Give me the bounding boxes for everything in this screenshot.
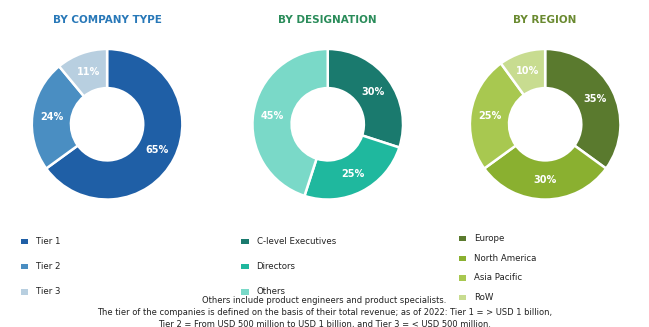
Wedge shape — [304, 135, 399, 199]
Title: BY DESIGNATION: BY DESIGNATION — [278, 15, 377, 25]
Text: Directors: Directors — [256, 262, 295, 271]
FancyBboxPatch shape — [241, 289, 249, 295]
FancyBboxPatch shape — [459, 236, 467, 241]
Text: C-level Executives: C-level Executives — [256, 237, 336, 246]
Text: Others include product engineers and product specialists.: Others include product engineers and pro… — [202, 296, 447, 305]
Text: Tier 1: Tier 1 — [36, 237, 60, 246]
Title: BY REGION: BY REGION — [513, 15, 577, 25]
Text: Asia Pacific: Asia Pacific — [474, 273, 522, 283]
Text: North America: North America — [474, 254, 536, 263]
FancyBboxPatch shape — [459, 275, 467, 281]
Wedge shape — [501, 49, 545, 95]
Text: Tier 3: Tier 3 — [36, 287, 60, 297]
FancyBboxPatch shape — [21, 264, 29, 269]
Wedge shape — [252, 49, 328, 196]
Text: Europe: Europe — [474, 234, 504, 243]
Text: 24%: 24% — [40, 112, 64, 122]
Text: 25%: 25% — [478, 111, 502, 121]
Text: 65%: 65% — [145, 145, 168, 155]
Text: Tier 2: Tier 2 — [36, 262, 60, 271]
Wedge shape — [545, 49, 620, 168]
Wedge shape — [328, 49, 403, 147]
Wedge shape — [59, 49, 107, 96]
FancyBboxPatch shape — [459, 295, 467, 300]
Wedge shape — [32, 66, 84, 168]
Wedge shape — [470, 63, 524, 168]
Text: 30%: 30% — [361, 87, 384, 96]
Text: RoW: RoW — [474, 293, 493, 302]
FancyBboxPatch shape — [241, 264, 249, 269]
FancyBboxPatch shape — [241, 239, 249, 244]
Text: 10%: 10% — [517, 66, 539, 76]
Text: 45%: 45% — [261, 111, 284, 121]
Text: Tier 2 = From USD 500 million to USD 1 billion, and Tier 3 = < USD 500 million.: Tier 2 = From USD 500 million to USD 1 b… — [158, 320, 491, 327]
FancyBboxPatch shape — [459, 256, 467, 261]
Text: 11%: 11% — [77, 67, 100, 77]
Text: The tier of the companies is defined on the basis of their total revenue; as of : The tier of the companies is defined on … — [97, 308, 552, 317]
Text: 25%: 25% — [341, 169, 365, 179]
Wedge shape — [46, 49, 182, 199]
Text: Others: Others — [256, 287, 286, 297]
FancyBboxPatch shape — [21, 239, 29, 244]
Title: BY COMPANY TYPE: BY COMPANY TYPE — [53, 15, 162, 25]
Text: 35%: 35% — [583, 94, 606, 104]
FancyBboxPatch shape — [21, 289, 29, 295]
Wedge shape — [484, 146, 606, 199]
Text: 30%: 30% — [533, 175, 557, 185]
